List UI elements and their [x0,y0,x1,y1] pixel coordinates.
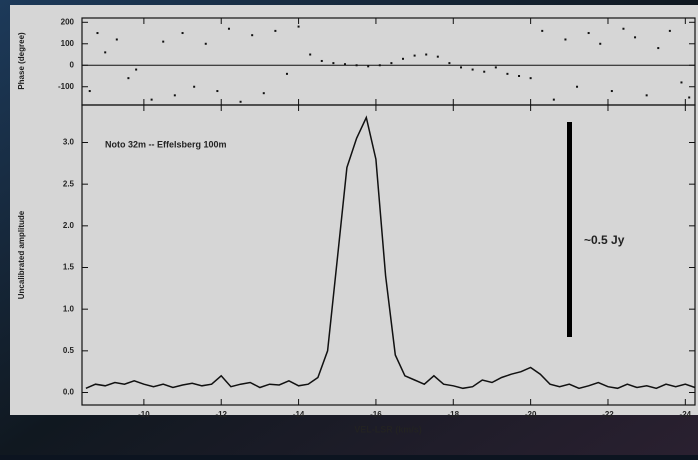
y-tick-label: 0 [70,60,75,69]
point [529,77,532,80]
point [227,27,230,30]
y-axis-label: Uncalibrated amplitude [17,210,26,299]
point [285,72,288,75]
point [471,68,474,71]
point [587,32,590,35]
x-tick-label: -24 [680,410,692,419]
point [483,70,486,73]
point [115,38,118,41]
scale-bar [567,122,572,337]
point [680,81,683,84]
y-tick-label: 0.5 [63,346,75,355]
line [85,115,696,390]
point [181,32,184,35]
point [320,59,323,62]
y-tick-label: 3.0 [63,138,75,147]
point [425,53,428,56]
y-tick-label: 2.0 [63,221,75,230]
point [436,55,439,58]
point [262,92,265,95]
point [390,62,393,65]
point [610,90,613,93]
point [332,62,335,65]
point [104,51,107,54]
y-tick-label: 1.5 [63,263,75,272]
plot-background [10,5,698,415]
point [204,42,207,45]
point [88,90,91,93]
point [173,94,176,97]
point [668,29,671,32]
point [355,64,358,67]
point [239,100,242,103]
point [413,54,416,57]
point [309,53,312,56]
point [367,65,370,68]
y-tick-label: 100 [61,39,75,48]
annotation: ~0.5 Jy [584,233,625,247]
point [541,29,544,32]
amplitude-frame [81,104,696,406]
point [622,27,625,30]
point [135,68,138,71]
point [576,85,579,88]
x-tick-label: -12 [215,410,227,419]
x-tick-label: -10 [138,410,150,419]
x-tick-label: -14 [293,410,305,419]
x-tick-label: -22 [602,410,614,419]
point [448,62,451,65]
point [251,34,254,37]
point [193,85,196,88]
point [402,57,405,60]
point [343,63,346,66]
point [506,72,509,75]
x-tick-label: -18 [447,410,459,419]
point [552,98,555,101]
point [274,29,277,32]
point [564,38,567,41]
x-axis-label: VEL-LSR (km/s) [354,424,422,434]
y-tick-label: -100 [58,82,75,91]
point [150,98,153,101]
point [599,42,602,45]
point [657,47,660,50]
point [216,90,219,93]
point [96,32,99,35]
x-tick-label: -16 [370,410,382,419]
point [460,66,463,69]
y-tick-label: 0.0 [63,388,75,397]
y-tick-label: 2.5 [63,179,75,188]
point [645,94,648,97]
point [127,77,130,80]
y-tick-label: 1.0 [63,304,75,313]
point [494,66,497,69]
point [162,40,165,43]
point [297,25,300,28]
point [634,36,637,39]
y-tick-label: 200 [61,17,75,26]
chart-title: Noto 32m -- Effelsberg 100m [105,139,227,149]
point [518,75,521,77]
y-axis-label: Phase (degree) [17,32,26,90]
point [378,64,381,67]
point [688,96,691,99]
x-tick-label: -20 [525,410,537,419]
